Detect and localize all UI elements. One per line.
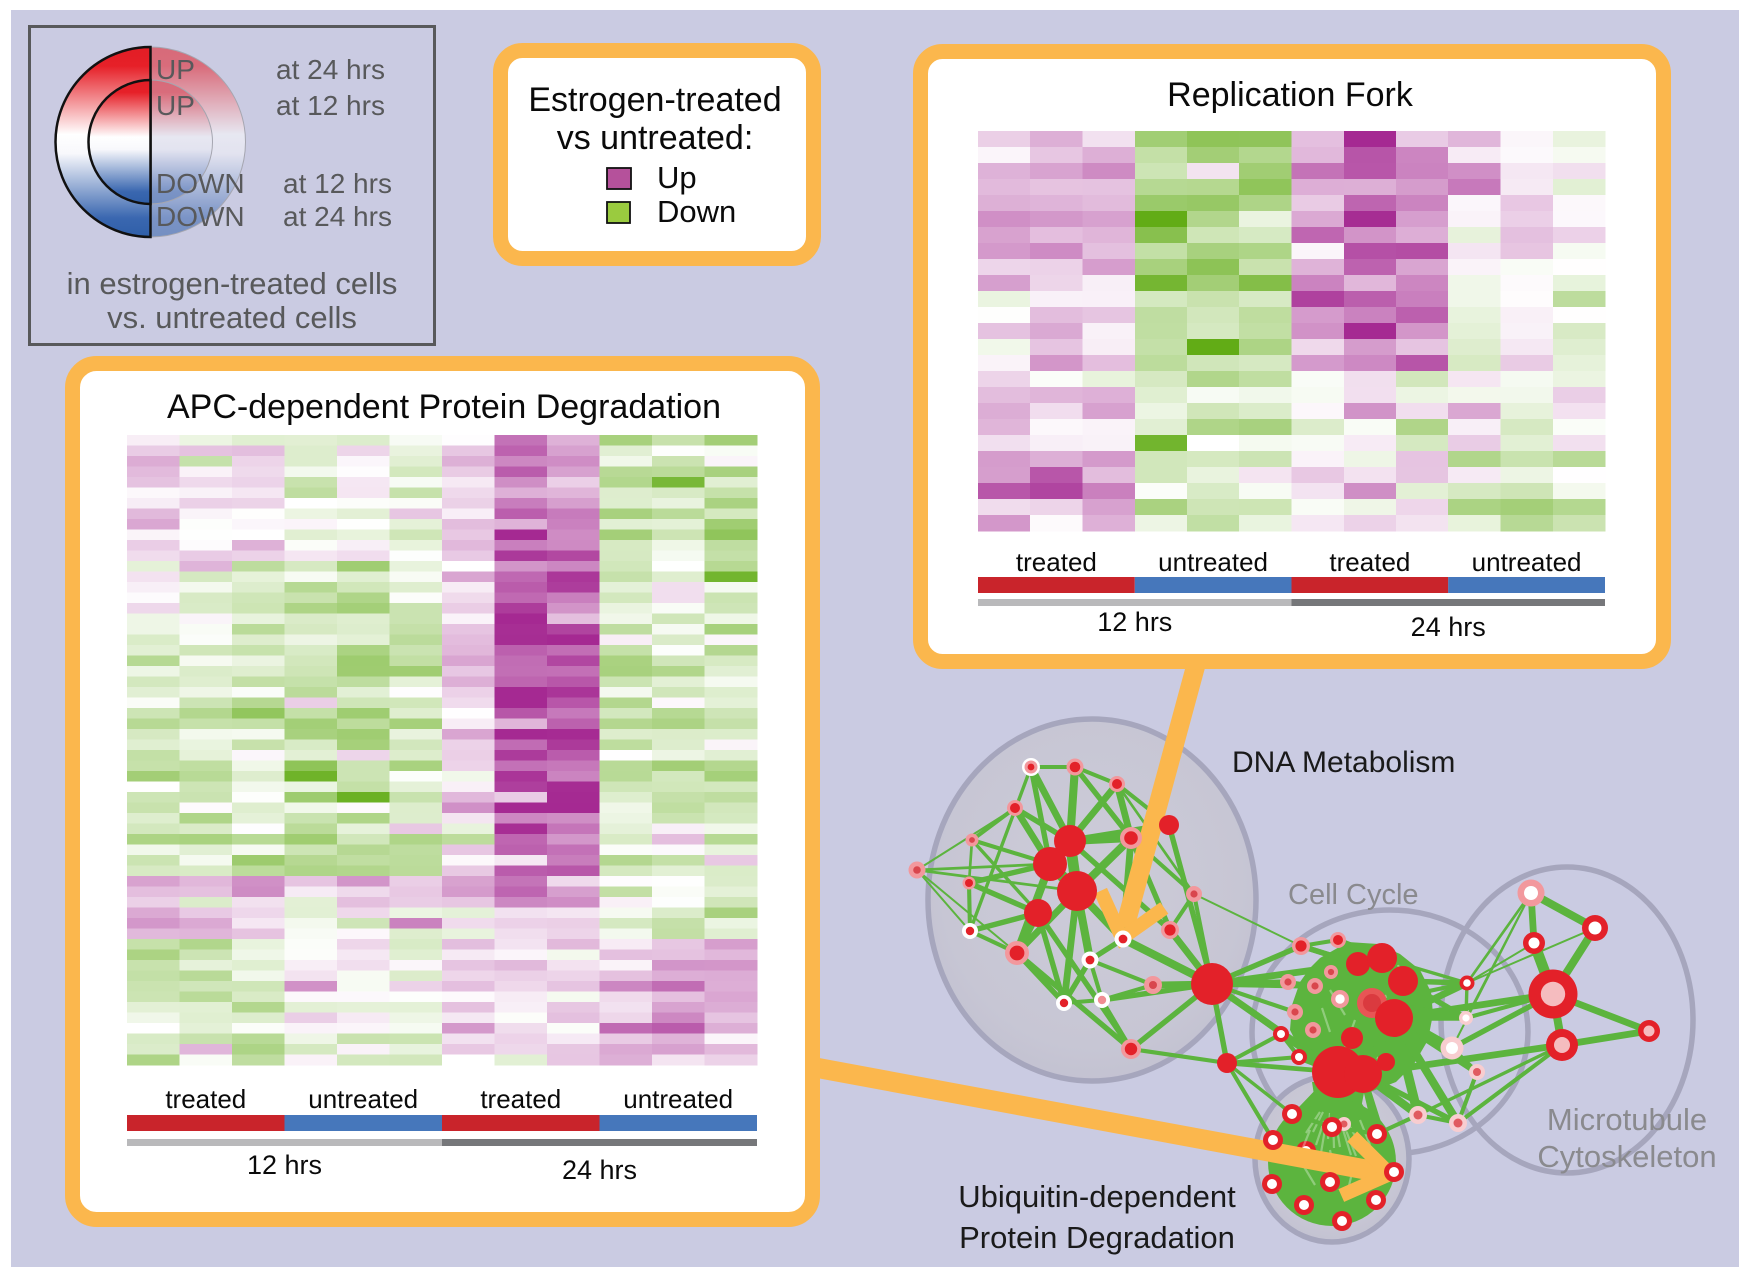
svg-text:Cytoskeleton: Cytoskeleton: [1537, 1139, 1716, 1174]
svg-text:Cell Cycle: Cell Cycle: [1288, 879, 1419, 911]
svg-text:APC-dependent Protein Degradat: APC-dependent Protein Degradation: [167, 388, 721, 426]
svg-text:untreated: untreated: [1472, 547, 1582, 577]
svg-text:Microtubule: Microtubule: [1547, 1102, 1707, 1137]
svg-text:24 hrs: 24 hrs: [1411, 612, 1486, 642]
svg-text:Protein Degradation: Protein Degradation: [959, 1220, 1235, 1255]
svg-text:untreated: untreated: [308, 1084, 418, 1114]
svg-text:at 24 hrs: at 24 hrs: [276, 54, 385, 85]
svg-text:treated: treated: [1329, 547, 1410, 577]
svg-text:DOWN: DOWN: [156, 201, 245, 232]
svg-text:Up: Up: [657, 160, 697, 195]
svg-text:untreated: untreated: [623, 1084, 733, 1114]
svg-text:vs. untreated cells: vs. untreated cells: [107, 300, 357, 335]
svg-text:treated: treated: [1016, 547, 1097, 577]
svg-text:24 hrs: 24 hrs: [562, 1155, 637, 1185]
svg-text:vs untreated:: vs untreated:: [557, 119, 754, 157]
svg-text:at 24 hrs: at 24 hrs: [283, 201, 392, 232]
svg-text:at 12 hrs: at 12 hrs: [283, 168, 392, 199]
svg-text:Estrogen-treated: Estrogen-treated: [528, 81, 781, 119]
svg-text:UP: UP: [156, 90, 195, 121]
svg-text:treated: treated: [165, 1084, 246, 1114]
svg-text:DNA Metabolism: DNA Metabolism: [1232, 746, 1455, 779]
svg-text:Replication Fork: Replication Fork: [1167, 76, 1414, 114]
svg-text:at 12 hrs: at 12 hrs: [276, 90, 385, 121]
svg-text:Ubiquitin-dependent: Ubiquitin-dependent: [958, 1179, 1236, 1214]
svg-text:treated: treated: [480, 1084, 561, 1114]
svg-text:12 hrs: 12 hrs: [247, 1150, 322, 1180]
svg-text:12 hrs: 12 hrs: [1097, 607, 1172, 637]
svg-text:UP: UP: [156, 54, 195, 85]
svg-text:DOWN: DOWN: [156, 168, 245, 199]
svg-text:Down: Down: [657, 194, 736, 229]
svg-text:in estrogen-treated cells: in estrogen-treated cells: [67, 266, 398, 301]
svg-text:untreated: untreated: [1158, 547, 1268, 577]
